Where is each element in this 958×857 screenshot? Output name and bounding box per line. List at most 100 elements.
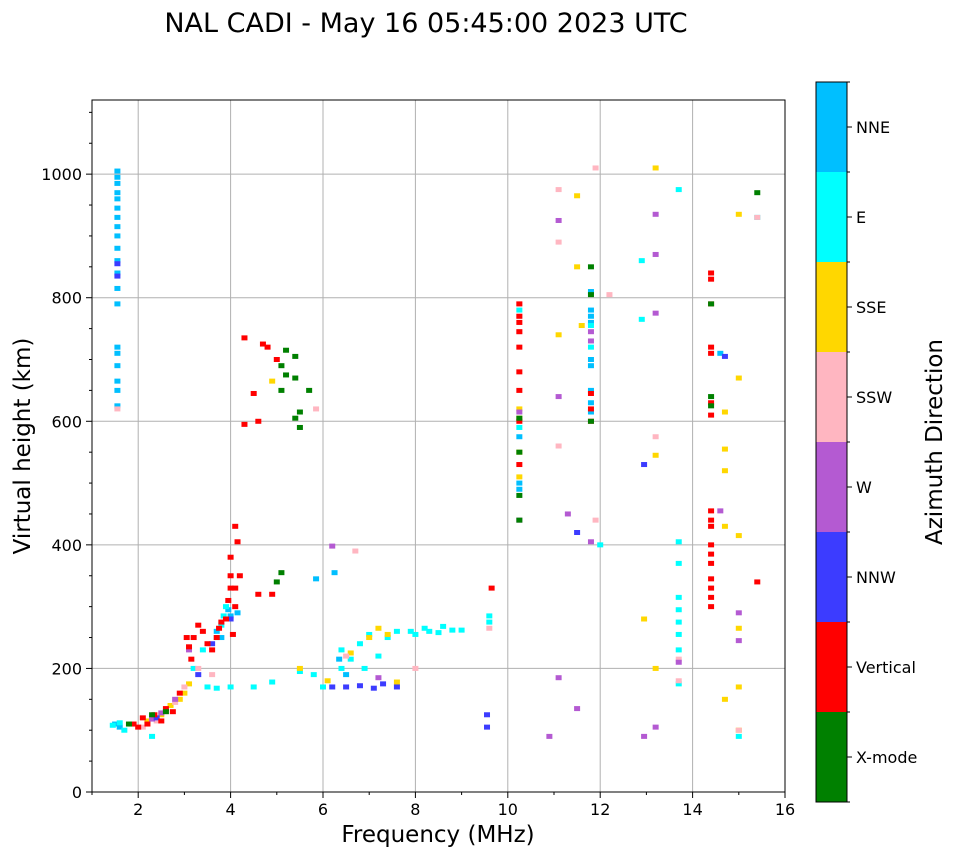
data-point-vertical (754, 579, 761, 585)
data-point-nnw (641, 462, 648, 468)
azimuth-colorbar: X-mode Vertical NNW W SSW SSE E NNE (815, 81, 917, 803)
data-point-nne (516, 434, 523, 440)
data-point-nne (114, 174, 121, 180)
data-point-e (426, 628, 433, 634)
colorbar-label: SSE (856, 298, 886, 317)
data-point-e (587, 344, 594, 350)
colorbar-label: NNE (856, 118, 890, 137)
data-point-e (384, 635, 391, 641)
data-point-sse (186, 681, 193, 687)
data-point-nne (218, 635, 225, 641)
data-point-vertical (708, 400, 715, 406)
colorbar-swatch-w (816, 442, 847, 532)
data-point-e (296, 669, 303, 675)
data-point-sse (652, 165, 659, 171)
colorbar-title: Azimuth Direction (922, 339, 948, 545)
data-point-sse (735, 375, 742, 381)
data-point-nnw (484, 724, 491, 730)
data-point-nne (343, 672, 350, 678)
data-point-sse (347, 650, 354, 656)
data-point-x-mode (708, 301, 715, 307)
data-point-w (675, 659, 682, 665)
data-point-sse (735, 211, 742, 217)
data-point-e (407, 628, 414, 634)
data-point-ssw (675, 656, 682, 662)
data-point-e (675, 187, 682, 193)
data-point-nnw (195, 672, 202, 678)
data-point-e (366, 631, 373, 637)
data-point-x-mode (162, 709, 169, 715)
data-point-sse (735, 684, 742, 690)
grid (92, 100, 786, 792)
data-point-x-mode (516, 517, 523, 523)
data-point-nne (587, 363, 594, 369)
data-point-vertical (708, 412, 715, 418)
data-point-nnw (114, 273, 121, 279)
data-point-w (587, 338, 594, 344)
data-point-x-mode (516, 492, 523, 498)
data-point-vertical (236, 573, 243, 579)
data-point-vertical (273, 357, 280, 362)
data-point-e (675, 607, 682, 613)
data-point-e (375, 653, 382, 659)
data-point-vertical (708, 560, 715, 566)
data-point-nne (587, 409, 594, 415)
data-point-vertical (255, 418, 262, 424)
data-point-x-mode (125, 721, 132, 727)
y-axis-ticks: 0 200 400 600 800 1000 (41, 111, 92, 802)
data-point-vertical (708, 604, 715, 610)
data-point-vertical (227, 585, 234, 591)
data-point-e (675, 560, 682, 566)
data-point-e (338, 647, 345, 653)
data-point-nne (116, 724, 123, 730)
data-point-sse (721, 696, 728, 702)
plot-frame (91, 99, 786, 793)
data-point-x-mode (283, 347, 290, 353)
data-point-sse (516, 406, 523, 412)
data-point-sse (176, 696, 183, 702)
data-point-e (149, 733, 156, 739)
data-point-x-mode (754, 190, 761, 196)
data-point-nne (234, 610, 241, 616)
data-point-w (735, 610, 742, 616)
data-point-vertical (130, 721, 137, 727)
data-point-e (310, 672, 317, 678)
data-point-vertical (227, 573, 234, 579)
data-point-vertical (708, 508, 715, 514)
data-point-sse (384, 631, 391, 637)
data-point-e (486, 619, 493, 625)
data-point-e (421, 625, 428, 631)
data-point-sse (269, 378, 276, 384)
data-point-vertical (135, 724, 142, 730)
data-point-vertical (222, 616, 229, 622)
data-point-e (486, 613, 493, 619)
x-tick-label: 6 (318, 800, 328, 819)
colorbar-label: NNW (856, 568, 896, 587)
data-point-ssw (555, 187, 562, 193)
data-point-ssw (181, 684, 188, 690)
data-point-w (652, 251, 659, 257)
data-point-sse (516, 474, 523, 480)
data-point-e (587, 323, 594, 329)
data-point-sse (652, 452, 659, 458)
data-point-x-mode (587, 264, 594, 270)
data-point-w (587, 329, 594, 335)
data-point-sse (324, 678, 331, 684)
data-point-e (190, 665, 197, 671)
data-point-x-mode (292, 375, 299, 381)
x-tick-label: 16 (775, 800, 795, 819)
x-axis-ticks: 2 4 6 8 10 12 14 16 (91, 792, 795, 819)
data-point-e (675, 594, 682, 600)
colorbar-swatch-sse (816, 262, 847, 352)
data-point-e (675, 619, 682, 625)
data-point-x-mode (516, 415, 523, 421)
data-point-x-mode (587, 292, 594, 298)
x-tick-label: 2 (133, 800, 143, 819)
x-tick-label: 10 (498, 800, 518, 819)
data-point-sse (721, 468, 728, 474)
data-point-vertical (188, 656, 195, 662)
colorbar-label: W (856, 478, 872, 497)
data-point-e (227, 684, 234, 690)
data-point-vertical (264, 344, 271, 350)
